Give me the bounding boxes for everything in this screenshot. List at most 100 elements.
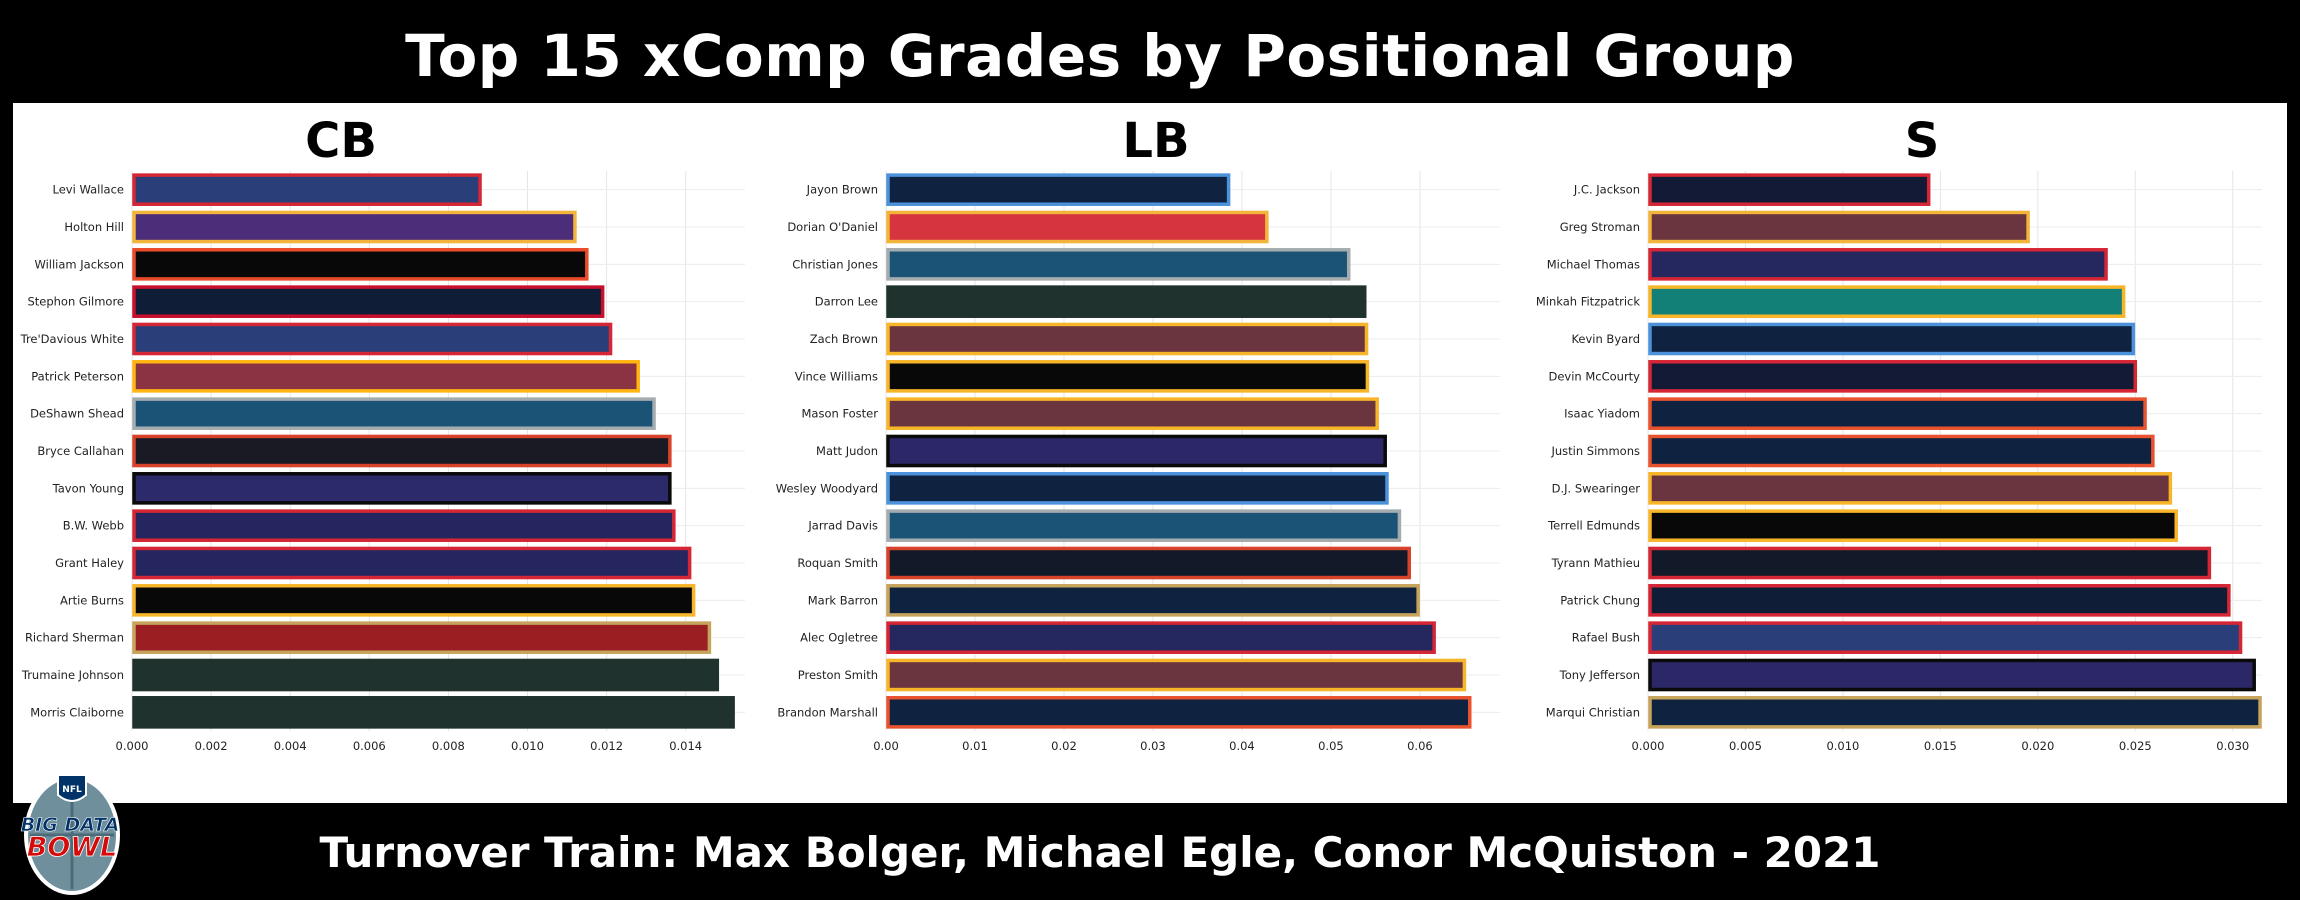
category-label: Preston Smith <box>798 668 878 682</box>
category-label: Trumaine Johnson <box>21 668 124 682</box>
bar <box>886 621 1436 654</box>
bar <box>1648 360 2138 393</box>
bar <box>1648 173 1931 206</box>
chart-title: S <box>1905 113 1940 169</box>
category-label: Dorian O'Daniel <box>787 220 878 234</box>
category-label: Roquan Smith <box>797 556 878 570</box>
category-label: Mark Barron <box>808 593 878 607</box>
category-label: Tyrann Mathieu <box>1551 556 1640 570</box>
bar <box>886 248 1351 281</box>
category-label: Artie Burns <box>60 593 124 607</box>
logo-text-line1: BIG DATA <box>21 814 120 836</box>
bar <box>1648 472 2173 505</box>
bar <box>1648 322 2136 356</box>
x-tick-label: 0.010 <box>1826 739 1859 753</box>
bar <box>132 584 696 617</box>
bar <box>886 546 1411 580</box>
category-label: Devin McCourty <box>1548 369 1640 383</box>
category-label: Kevin Byard <box>1571 332 1640 346</box>
category-label: Patrick Peterson <box>31 369 124 383</box>
bar <box>886 696 1472 729</box>
category-label: Tre'Davious White <box>20 332 124 346</box>
bar <box>132 546 692 580</box>
category-label: D.J. Swearinger <box>1552 481 1641 495</box>
category-label: Tavon Young <box>52 481 124 495</box>
bar <box>886 509 1402 542</box>
x-tick-label: 0.04 <box>1229 739 1255 753</box>
bar <box>132 322 613 356</box>
x-tick-label: 0.02 <box>1051 739 1077 753</box>
category-label: Patrick Chung <box>1560 593 1640 607</box>
bar <box>132 434 672 468</box>
big-data-bowl-logo-icon: NFL BIG DATA BOWL <box>20 774 120 895</box>
category-label: Brandon Marshall <box>777 705 878 719</box>
category-label: Michael Thomas <box>1547 257 1640 271</box>
category-label: Greg Stroman <box>1560 220 1640 234</box>
category-label: Mason Foster <box>802 407 879 421</box>
x-tick-label: 0.020 <box>2021 739 2054 753</box>
bar <box>1648 248 2108 281</box>
category-label: Stephon Gilmore <box>27 295 124 309</box>
main-title: Top 15 xComp Grades by Positional Group <box>405 22 1795 90</box>
bar <box>886 658 1467 692</box>
x-tick-label: 0.002 <box>195 739 228 753</box>
category-label: Terrell Edmunds <box>1547 519 1640 533</box>
x-tick-label: 0.008 <box>432 739 465 753</box>
category-label: J.C. Jackson <box>1573 183 1640 197</box>
category-label: Justin Simmons <box>1550 444 1640 458</box>
x-tick-label: 0.000 <box>116 739 149 753</box>
bar <box>886 173 1231 206</box>
bar <box>886 397 1379 430</box>
category-label: Tony Jefferson <box>1559 668 1640 682</box>
bar <box>132 285 605 318</box>
logo-text-line2: BOWL <box>27 832 118 863</box>
x-tick-label: 0.006 <box>353 739 386 753</box>
bar <box>1648 434 2155 468</box>
bar <box>886 434 1387 468</box>
category-label: William Jackson <box>34 257 124 271</box>
chart-title: LB <box>1122 113 1189 169</box>
x-tick-label: 0.010 <box>511 739 544 753</box>
x-tick-label: 0.000 <box>1632 739 1665 753</box>
bar <box>1648 397 2147 430</box>
x-tick-label: 0.012 <box>590 739 623 753</box>
category-label: DeShawn Shead <box>30 407 124 421</box>
x-tick-label: 0.005 <box>1729 739 1762 753</box>
bar <box>886 322 1369 356</box>
bar <box>132 509 676 542</box>
category-label: Rafael Bush <box>1572 631 1640 645</box>
bar <box>886 285 1367 318</box>
category-label: Minkah Fitzpatrick <box>1536 295 1640 309</box>
bar <box>132 658 720 692</box>
category-label: Wesley Woodyard <box>776 481 878 495</box>
category-label: Levi Wallace <box>53 183 124 197</box>
bar <box>132 360 640 393</box>
bar <box>886 584 1420 617</box>
bar <box>132 248 589 281</box>
x-tick-label: 0.015 <box>1924 739 1957 753</box>
x-tick-label: 0.004 <box>274 739 307 753</box>
bar <box>1648 285 2126 318</box>
category-label: Jarrad Davis <box>807 519 878 533</box>
category-label: Marqui Christian <box>1546 705 1640 719</box>
x-tick-label: 0.00 <box>873 739 899 753</box>
footer-credits: Turnover Train: Max Bolger, Michael Egle… <box>319 828 1881 877</box>
category-label: Zach Brown <box>810 332 878 346</box>
logo-shield-text: NFL <box>62 785 82 795</box>
category-label: Richard Sherman <box>25 631 124 645</box>
x-tick-label: 0.025 <box>2119 739 2152 753</box>
bar <box>1648 658 2256 692</box>
bar <box>132 210 577 244</box>
bar <box>886 210 1269 244</box>
category-label: Holton Hill <box>64 220 124 234</box>
category-label: Isaac Yiadom <box>1564 407 1640 421</box>
bar <box>132 621 712 654</box>
bar <box>1648 546 2212 580</box>
category-label: Morris Claiborne <box>30 705 124 719</box>
category-label: Matt Judon <box>816 444 878 458</box>
category-label: Grant Haley <box>55 556 124 570</box>
bar <box>1648 696 2262 729</box>
category-label: Jayon Brown <box>806 183 878 197</box>
bar <box>1648 621 2243 654</box>
